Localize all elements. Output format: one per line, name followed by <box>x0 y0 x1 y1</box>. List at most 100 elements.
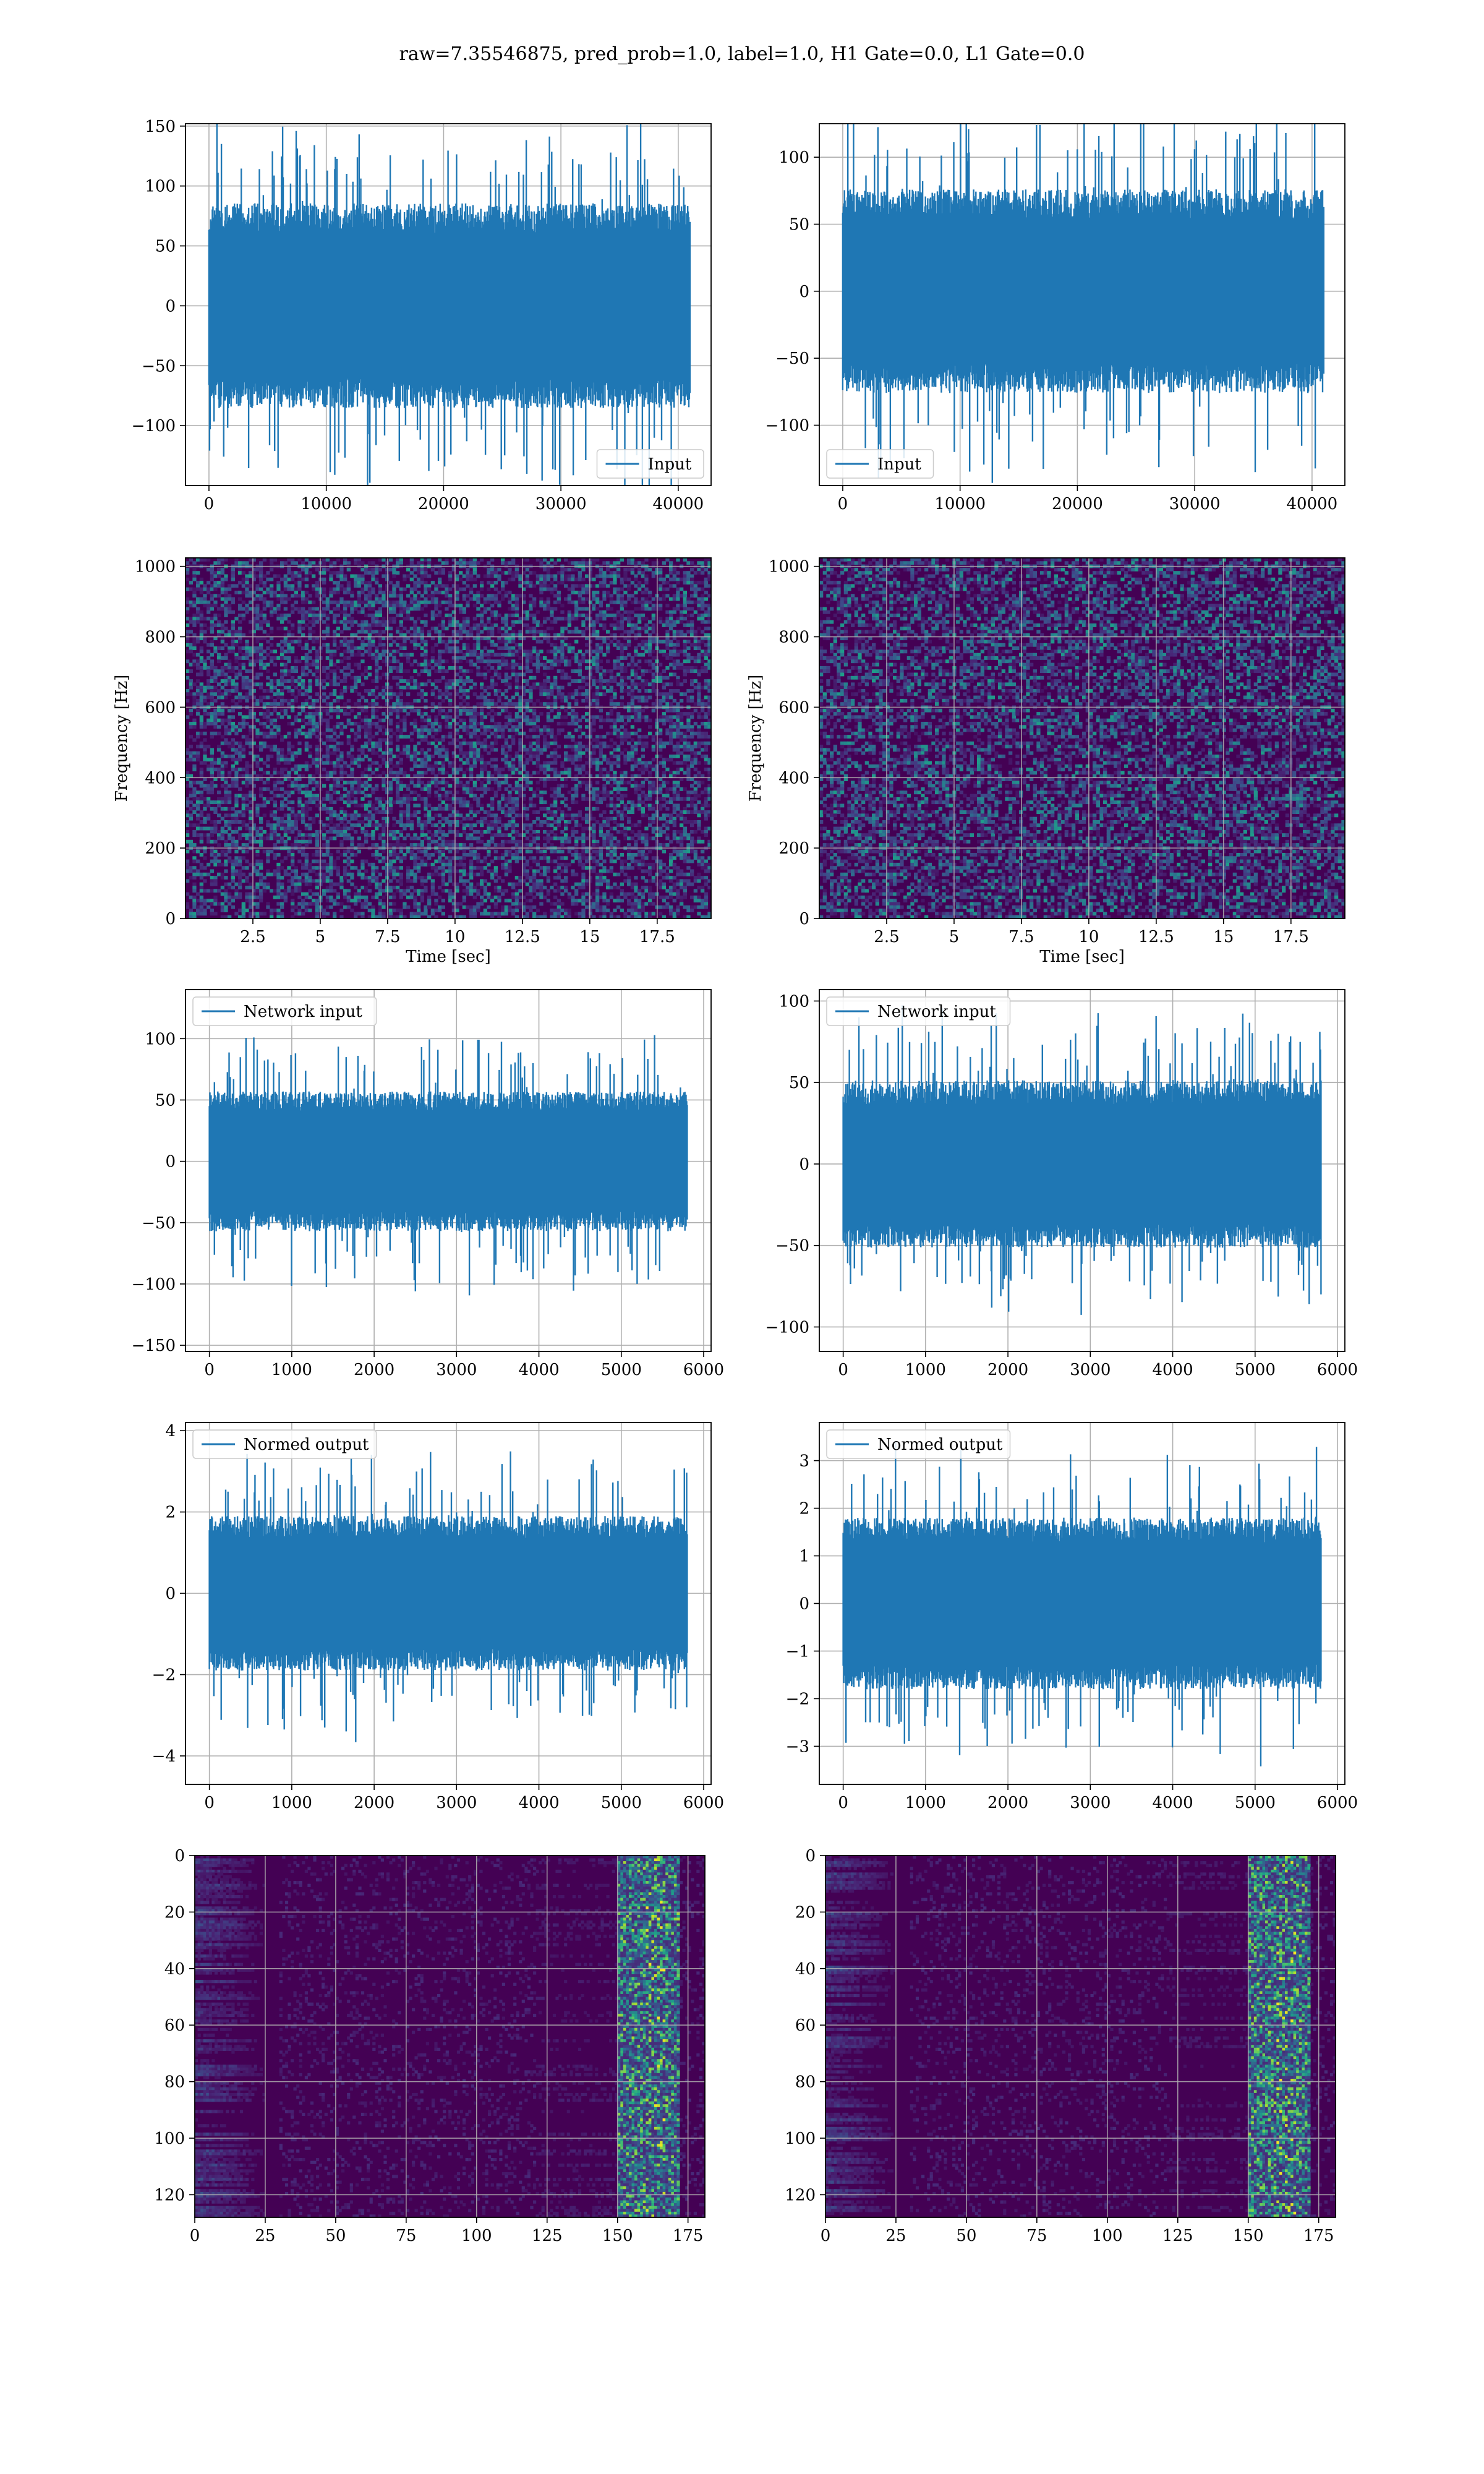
y-tick-label: 0 <box>799 1155 809 1174</box>
x-tick-label: 0 <box>838 1361 848 1379</box>
y-tick-label: −1 <box>786 1642 809 1661</box>
h1-normed-output-axes: 0 1000 2000 3000 4000 5000 6000 −4 −2 0 2 4 Normed o… <box>152 1422 724 1812</box>
y-tick-label: 1 <box>799 1547 809 1566</box>
l1-spectrogram-axes: 2.5 5 7.5 10 12.5 15 17.5 0 200 400 600 800 1000 Time… <box>746 557 1345 966</box>
l1-spectrogram-cells <box>819 558 1345 918</box>
x-tick-label: 0 <box>838 495 848 513</box>
h1-network-input-axes: 0 1000 2000 3000 4000 5000 6000 −150 −100 −50 0 50 1… <box>132 989 724 1379</box>
y-tick-label: 150 <box>145 118 176 136</box>
l1-input-legend: Input <box>826 449 934 479</box>
y-tick-label: 0 <box>799 283 809 301</box>
x-tick-label: 17.5 <box>639 928 675 946</box>
figure-title: raw=7.35546875, pred_prob=1.0, label=1.0… <box>0 43 1484 65</box>
y-tick-label: 0 <box>799 1595 809 1614</box>
y-tick-label: 100 <box>778 992 809 1011</box>
x-tick-label: 40000 <box>1287 495 1338 513</box>
y-tick-label: 200 <box>145 839 176 858</box>
x-tick-label: 0 <box>204 1361 215 1379</box>
x-tick-label: 0 <box>821 2227 831 2245</box>
h1-spectrogram-grid <box>186 558 711 918</box>
x-tick-label: 6000 <box>1317 1361 1358 1379</box>
l1-network-input-plot-area <box>819 990 1345 1351</box>
y-tick-label: 400 <box>145 769 176 787</box>
y-tick-label: 0 <box>165 1153 176 1171</box>
y-tick-label: 0 <box>805 1847 816 1865</box>
y-tick-label: −50 <box>775 1237 809 1256</box>
l1-feature-map-axes: 0 25 50 75 100 125 150 175 0 20 40 60 80 100 120 <box>785 1847 1336 2245</box>
x-tick-label: 2000 <box>987 1794 1028 1812</box>
y-tick-label: 20 <box>795 1903 816 1922</box>
h1-spectrogram-cells <box>186 558 711 918</box>
x-tick-label: 1000 <box>271 1361 312 1379</box>
x-tick-label: 7.5 <box>375 928 400 946</box>
x-tick-label: 4000 <box>1152 1794 1193 1812</box>
h1-spectrogram-ylabel: Frequency [Hz] <box>113 675 131 802</box>
y-tick-label: −100 <box>132 1275 176 1294</box>
y-tick-label: 60 <box>164 2016 185 2035</box>
x-tick-label: 1000 <box>271 1794 312 1812</box>
x-tick-label: 3000 <box>1070 1361 1111 1379</box>
y-tick-label: 100 <box>778 148 809 167</box>
h1-normed-output-legend: Normed output <box>192 1429 377 1459</box>
l1-feature-map-plot-area <box>825 1856 1336 2217</box>
x-tick-label: 7.5 <box>1009 928 1034 946</box>
h1-network-input-series-line <box>208 1035 688 1296</box>
y-tick-label: 3 <box>799 1452 809 1471</box>
x-tick-label: 12.5 <box>1138 928 1174 946</box>
x-tick-label: 5000 <box>1235 1361 1276 1379</box>
x-tick-label: 25 <box>885 2227 906 2245</box>
x-tick-label: 2000 <box>987 1361 1028 1379</box>
x-tick-label: 150 <box>1233 2227 1264 2245</box>
y-tick-label: −50 <box>142 1214 176 1233</box>
y-tick-label: 400 <box>778 769 809 787</box>
h1-feature-map-axes: 0 25 50 75 100 125 150 175 0 20 40 60 80 100 120 <box>154 1847 706 2245</box>
x-tick-label: 10000 <box>934 495 986 513</box>
y-tick-label: −50 <box>775 349 809 368</box>
y-tick-label: 4 <box>165 1422 176 1440</box>
x-tick-label: 6000 <box>1317 1794 1358 1812</box>
x-tick-label: 5000 <box>601 1794 642 1812</box>
h1-input-legend: Input <box>596 449 704 479</box>
h1-spectrogram-axes: 2.5 5 7.5 10 12.5 15 17.5 0 200 400 600 800 1000 Time… <box>113 557 712 966</box>
x-tick-label: 1000 <box>905 1794 946 1812</box>
y-tick-label: 50 <box>155 1091 176 1110</box>
y-tick-label: −2 <box>786 1690 809 1708</box>
y-tick-label: 40 <box>164 1960 185 1979</box>
y-tick-label: 0 <box>174 1847 185 1865</box>
x-tick-label: 25 <box>255 2227 275 2245</box>
l1-network-input-frame <box>819 989 1345 1352</box>
x-tick-label: 15 <box>1213 928 1234 946</box>
l1-input-series-line <box>842 124 1324 483</box>
h1-spectrogram-frame <box>185 557 712 919</box>
y-tick-label: −150 <box>132 1337 176 1355</box>
x-tick-label: 0 <box>204 1794 215 1812</box>
y-tick-label: 40 <box>795 1960 816 1979</box>
h1-feature-map-cells <box>195 1856 705 2217</box>
x-tick-label: 0 <box>190 2227 200 2245</box>
x-tick-label: 10 <box>445 928 465 946</box>
x-tick-label: 2000 <box>354 1361 394 1379</box>
y-tick-label: 50 <box>155 238 176 256</box>
x-tick-label: 50 <box>956 2227 976 2245</box>
y-tick-label: 100 <box>145 1030 176 1048</box>
x-tick-label: 17.5 <box>1273 928 1309 946</box>
h1-network-input-plot-area <box>186 990 711 1351</box>
l1-spectrogram-grid <box>819 558 1345 918</box>
y-tick-label: 1000 <box>135 558 176 576</box>
y-tick-label: 800 <box>145 628 176 647</box>
x-tick-label: 30000 <box>1169 495 1221 513</box>
l1-network-input-series-line <box>842 1005 1322 1315</box>
x-tick-label: 30000 <box>535 495 587 513</box>
h1-input-plot-area <box>186 124 711 486</box>
x-tick-label: 2.5 <box>240 928 265 946</box>
x-tick-label: 4000 <box>518 1361 559 1379</box>
l1-feature-map-cells <box>825 1856 1336 2217</box>
l1-spectrogram-ylabel: Frequency [Hz] <box>746 675 765 802</box>
x-tick-label: 2000 <box>354 1794 394 1812</box>
x-tick-label: 125 <box>532 2227 563 2245</box>
y-tick-label: −2 <box>152 1666 176 1685</box>
h1-input-series-line <box>208 124 691 486</box>
x-tick-label: 175 <box>673 2227 704 2245</box>
y-tick-label: 50 <box>789 1074 809 1092</box>
